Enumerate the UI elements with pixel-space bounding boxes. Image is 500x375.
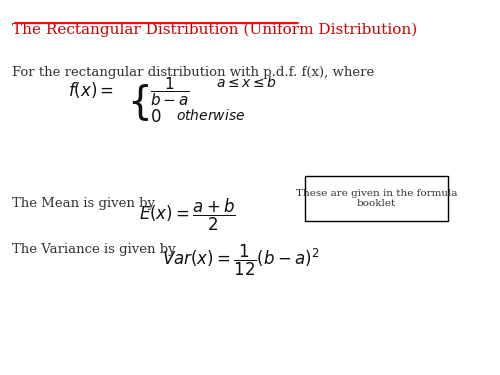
Text: $0$: $0$ [150, 108, 162, 126]
Text: The Mean is given by: The Mean is given by [12, 197, 155, 210]
Text: $f(x)=$: $f(x)=$ [68, 80, 114, 100]
Text: These are given in the formula
booklet: These are given in the formula booklet [296, 189, 458, 208]
Text: $Var(x) = \dfrac{1}{12}(b-a)^2$: $Var(x) = \dfrac{1}{12}(b-a)^2$ [162, 243, 320, 278]
Text: The Variance is given by: The Variance is given by [12, 243, 176, 256]
FancyBboxPatch shape [305, 176, 448, 221]
Text: $\{$: $\{$ [127, 82, 149, 123]
Text: $\dfrac{1}{b-a}$: $\dfrac{1}{b-a}$ [150, 75, 190, 108]
Text: For the rectangular distribution with p.d.f. f(x), where: For the rectangular distribution with p.… [12, 66, 374, 79]
Text: The Rectangular Distribution (Uniform Distribution): The Rectangular Distribution (Uniform Di… [12, 23, 418, 38]
Text: $otherwise$: $otherwise$ [176, 108, 246, 123]
Text: $a \leq x \leq b$: $a \leq x \leq b$ [216, 75, 277, 90]
Text: $E(x) = \dfrac{a+b}{2}$: $E(x) = \dfrac{a+b}{2}$ [139, 197, 235, 233]
